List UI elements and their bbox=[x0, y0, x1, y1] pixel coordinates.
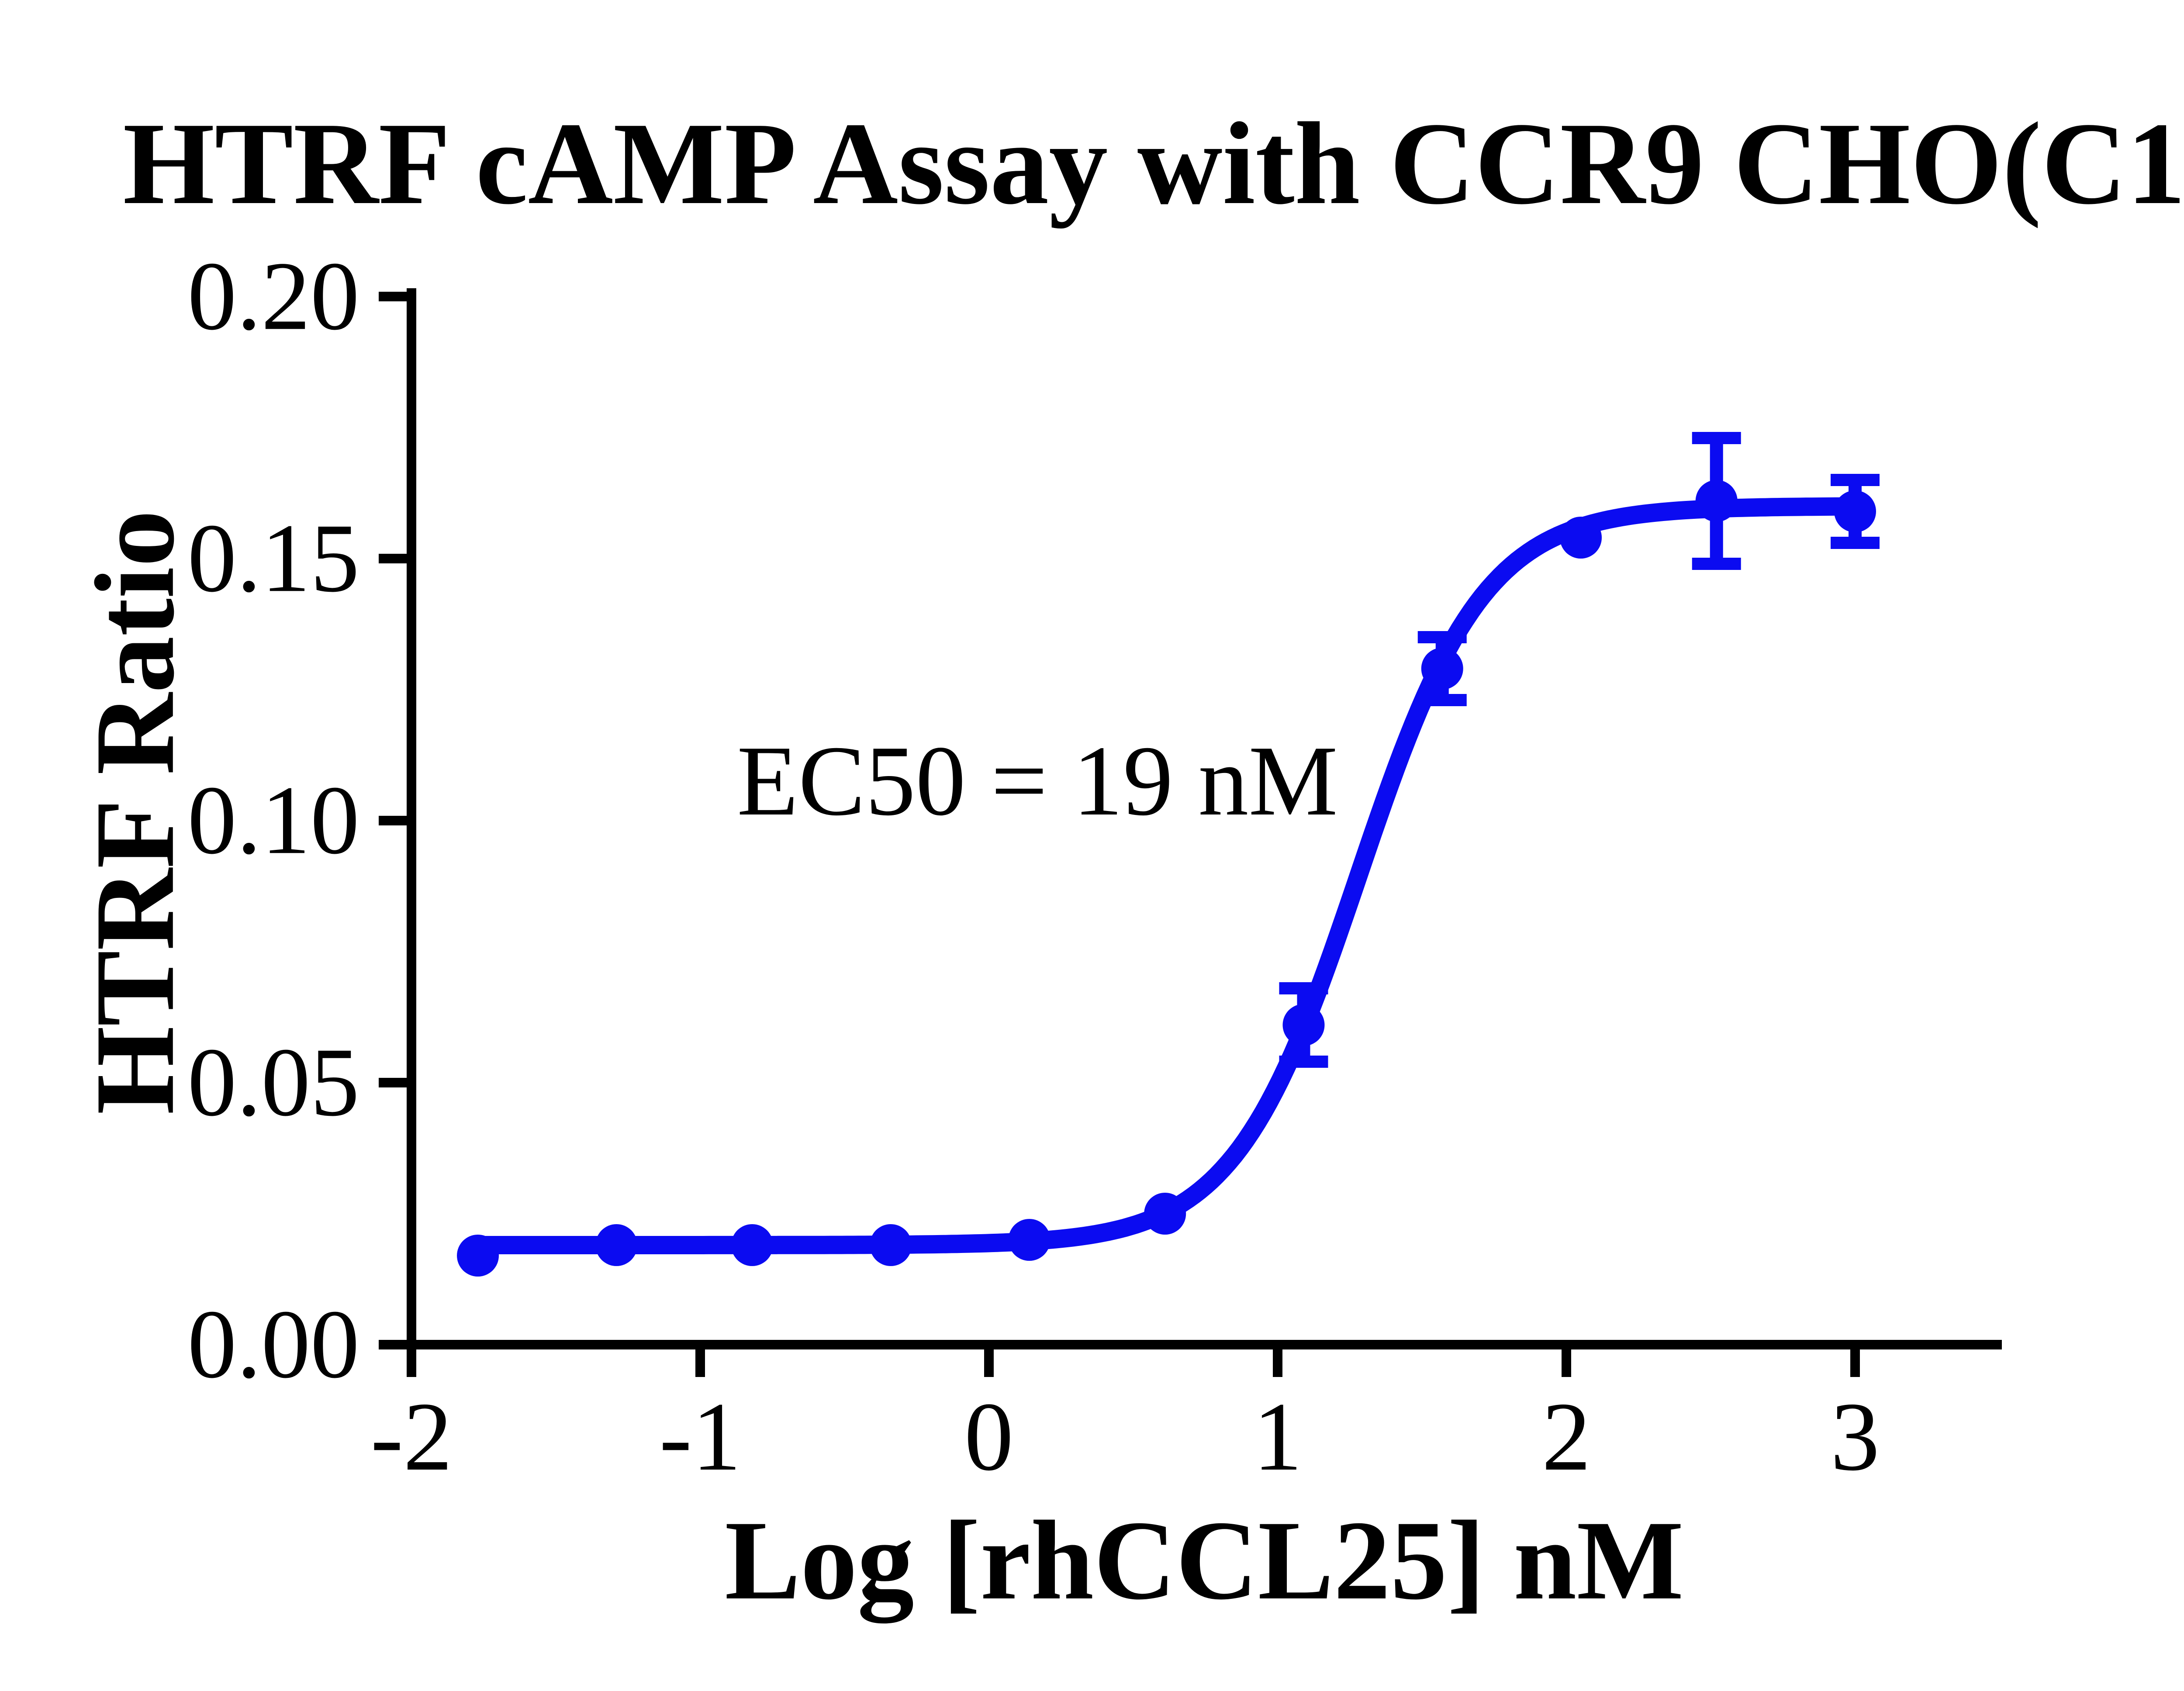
data-point-marker bbox=[1008, 1219, 1051, 1261]
data-point-marker bbox=[1282, 1004, 1325, 1046]
data-point-marker bbox=[1695, 480, 1738, 522]
x-axis-spine bbox=[407, 1340, 2002, 1349]
data-point-marker bbox=[1421, 648, 1463, 690]
y-axis-spine bbox=[407, 288, 416, 1377]
x-axis-title: Log [rhCCL25] nM bbox=[725, 1498, 1684, 1625]
x-tick bbox=[984, 1349, 994, 1377]
x-tick-label: 3 bbox=[1831, 1382, 1880, 1491]
y-tick bbox=[379, 1340, 407, 1349]
x-tick-label: -2 bbox=[370, 1382, 452, 1491]
x-tick-label: 2 bbox=[1542, 1382, 1591, 1491]
x-tick bbox=[1562, 1349, 1571, 1377]
ec50-annotation: EC50 = 19 nM bbox=[737, 725, 1338, 836]
data-point-marker bbox=[870, 1224, 912, 1266]
x-tick-label: 1 bbox=[1253, 1382, 1303, 1491]
y-tick-label: 0.15 bbox=[187, 503, 359, 612]
data-point-marker bbox=[731, 1224, 773, 1266]
chart-title: HTRF cAMP Assay with CCR9 CHO(C15) bbox=[123, 98, 2184, 229]
plot-area: 0.00 0.05 0.10 0.15 0.20 -2 -1 0 1 2 3 bbox=[187, 241, 2002, 1491]
fit-curve bbox=[469, 497, 1862, 1254]
x-tick-label: -1 bbox=[659, 1382, 741, 1491]
y-tick bbox=[379, 292, 407, 301]
y-tick-label: 0.10 bbox=[187, 765, 359, 874]
y-tick-label: 0.20 bbox=[187, 241, 359, 350]
data-point-marker bbox=[1834, 490, 1876, 532]
y-tick bbox=[379, 554, 407, 563]
data-point-marker bbox=[1560, 517, 1602, 559]
y-tick bbox=[379, 816, 407, 825]
x-tick bbox=[695, 1349, 705, 1377]
y-tick-label: 0.00 bbox=[187, 1289, 359, 1398]
x-tick bbox=[407, 1349, 416, 1377]
y-tick bbox=[379, 1078, 407, 1087]
x-tick bbox=[1850, 1349, 1860, 1377]
y-tick-label: 0.05 bbox=[187, 1027, 359, 1136]
y-axis-title: HTRF Ratio bbox=[72, 510, 198, 1115]
data-point-marker bbox=[457, 1235, 499, 1277]
x-tick bbox=[1273, 1349, 1282, 1377]
data-point-marker bbox=[1144, 1193, 1186, 1235]
x-tick-label: 0 bbox=[964, 1382, 1014, 1491]
data-point-marker bbox=[595, 1224, 638, 1266]
